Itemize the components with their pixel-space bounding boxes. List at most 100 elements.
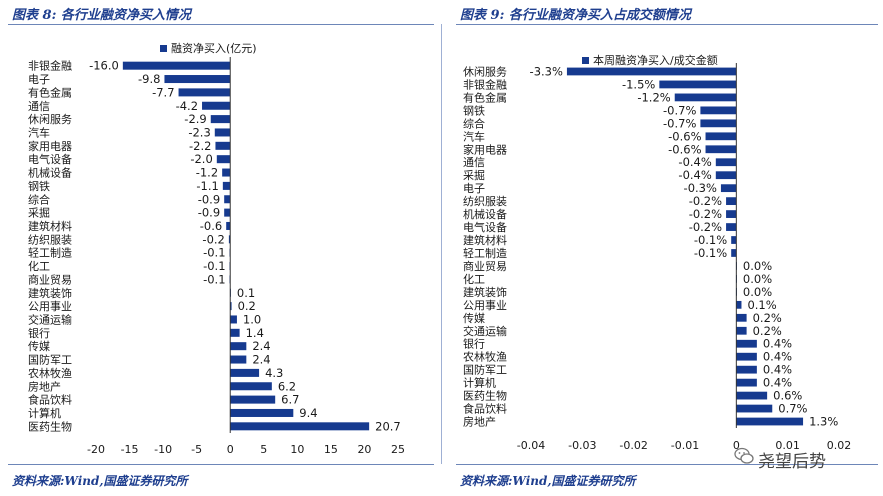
left-data-label: -9.8 (138, 72, 160, 86)
right-category-label: 银行 (463, 337, 485, 351)
left-bar (230, 342, 247, 351)
left-x-tick-label: 10 (290, 443, 304, 456)
right-footer-rule (456, 464, 878, 465)
left-category-label: 家用电器 (28, 139, 72, 153)
left-bar (202, 101, 231, 110)
right-category-label: 房地产 (463, 415, 496, 429)
left-bar (230, 328, 240, 337)
right-bar (736, 391, 768, 400)
left-data-label: -0.9 (198, 192, 220, 206)
panel-divider (441, 24, 442, 464)
right-category-label: 建筑材料 (463, 233, 507, 247)
left-data-label: 20.7 (375, 419, 401, 433)
right-bar (705, 145, 737, 154)
left-category-label: 医药生物 (28, 419, 72, 433)
right-data-label: 0.4% (763, 376, 792, 390)
left-x-tick-label: 0 (227, 443, 234, 456)
left-bar (230, 315, 237, 324)
left-data-label: 6.2 (278, 379, 296, 393)
left-bar (222, 168, 231, 177)
right-data-label: -3.3% (530, 64, 563, 78)
right-bar (705, 132, 737, 141)
wechat-icon (734, 447, 754, 464)
right-data-label: 0.4% (763, 363, 792, 377)
right-category-label: 计算机 (463, 376, 496, 390)
left-category-label: 机械设备 (28, 166, 72, 180)
left-bar (230, 355, 247, 364)
right-category-label: 商业贸易 (463, 259, 507, 273)
right-category-label: 医药生物 (463, 389, 507, 403)
left-data-label: 0.2 (238, 299, 256, 313)
left-data-label: -1.1 (196, 179, 218, 193)
right-x-tick-label: -0.02 (619, 439, 647, 452)
right-bar (736, 417, 804, 426)
left-category-label: 传媒 (28, 340, 50, 353)
right-category-label: 电气设备 (463, 220, 507, 234)
left-bar (224, 208, 231, 217)
left-data-label: -0.1 (203, 272, 225, 286)
right-data-label: -0.7% (663, 116, 696, 130)
left-bar (216, 155, 231, 164)
right-data-label: -0.6% (668, 129, 701, 143)
left-data-label: 9.4 (299, 406, 317, 420)
right-x-tick-label: -0.01 (671, 439, 699, 452)
right-data-label: -0.6% (668, 142, 701, 156)
left-bar (230, 422, 370, 431)
right-data-label: -0.2% (689, 207, 722, 221)
left-bar (230, 302, 232, 311)
left-bar (224, 195, 231, 204)
right-x-tick-label: 0.02 (827, 439, 852, 452)
right-bar (736, 326, 747, 335)
right-bar (566, 67, 737, 76)
left-category-label: 化工 (28, 259, 50, 273)
right-category-label: 食品饮料 (463, 402, 507, 416)
left-data-label: 2.4 (252, 339, 270, 353)
left-data-label: -0.1 (203, 246, 225, 260)
right-bar (715, 171, 737, 180)
left-data-label: -2.0 (190, 152, 212, 166)
left-data-label: -16.0 (89, 59, 119, 73)
left-category-label: 建筑材料 (28, 219, 72, 233)
right-source-note: 资料来源:Wind,国盛证券研究所 (460, 474, 636, 488)
left-data-label: -0.1 (203, 259, 225, 273)
right-category-label: 纺织服装 (463, 194, 507, 208)
right-category-label: 机械设备 (463, 207, 507, 221)
left-bar (215, 141, 231, 150)
left-data-label: -2.3 (188, 125, 210, 139)
left-title-rule (8, 24, 434, 25)
right-bar (726, 210, 737, 218)
left-category-label: 公用事业 (28, 300, 72, 313)
right-x-tick-label: -0.04 (517, 439, 545, 452)
left-bar (228, 235, 231, 244)
right-category-label: 公用事业 (463, 299, 507, 312)
right-bar (736, 339, 757, 348)
left-data-label: -0.9 (198, 206, 220, 220)
left-footer-rule (8, 464, 434, 465)
right-category-label: 汽车 (463, 129, 485, 143)
right-title-rule (456, 24, 878, 25)
left-category-label: 房地产 (28, 379, 61, 393)
right-data-label: -1.5% (622, 77, 655, 91)
left-data-label: 1.0 (243, 312, 261, 326)
right-category-label: 采掘 (463, 168, 485, 182)
right-data-label: -0.1% (694, 246, 727, 260)
right-bar (720, 184, 737, 193)
left-category-label: 银行 (28, 326, 50, 340)
left-data-label: 2.4 (252, 353, 270, 367)
left-category-label: 计算机 (28, 406, 61, 420)
left-bar (230, 368, 260, 377)
right-data-label: -0.1% (694, 233, 727, 247)
right-data-label: 1.3% (809, 415, 838, 429)
left-data-label: -2.9 (184, 112, 206, 126)
left-category-label: 农林牧渔 (28, 366, 72, 380)
left-category-label: 有色金属 (28, 85, 72, 99)
right-data-label: 0.4% (763, 350, 792, 364)
left-bar (230, 382, 272, 391)
right-data-label: 0.2% (753, 324, 782, 338)
left-bar (122, 61, 231, 70)
right-category-label: 钢铁 (463, 104, 485, 117)
left-data-label: -2.2 (189, 139, 211, 153)
right-data-label: 0.1% (747, 298, 776, 312)
right-category-label: 综合 (463, 116, 485, 130)
right-data-label: 0.2% (753, 311, 782, 325)
